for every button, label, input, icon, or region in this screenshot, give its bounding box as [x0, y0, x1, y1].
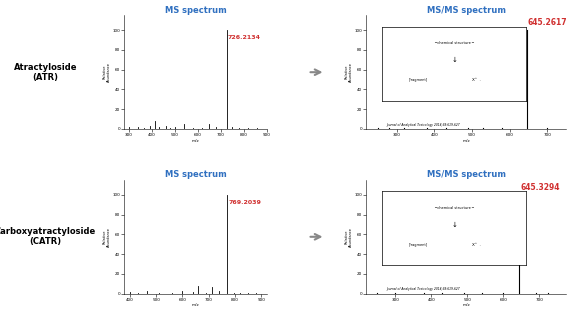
Title: MS spectrum: MS spectrum: [165, 6, 227, 15]
Y-axis label: Relative
Abundance: Relative Abundance: [102, 227, 111, 247]
Text: Atractyloside
(ATR): Atractyloside (ATR): [14, 62, 77, 82]
Text: Journal of Analytical Toxicology 2014;38:619-627: Journal of Analytical Toxicology 2014;38…: [387, 123, 460, 127]
X-axis label: m/z: m/z: [192, 138, 200, 142]
X-axis label: m/z: m/z: [192, 303, 200, 307]
Y-axis label: Relative
Abundance: Relative Abundance: [102, 62, 111, 82]
Text: 769.2039: 769.2039: [228, 200, 261, 205]
Y-axis label: Relative
Abundance: Relative Abundance: [344, 62, 353, 82]
Text: 726.2134: 726.2134: [228, 35, 261, 40]
Text: Journal of Analytical Toxicology 2014;38:619-627: Journal of Analytical Toxicology 2014;38…: [387, 287, 460, 291]
Text: 645.3294: 645.3294: [521, 183, 560, 192]
Y-axis label: Relative
Abundance: Relative Abundance: [344, 227, 353, 247]
X-axis label: m/z: m/z: [463, 303, 470, 307]
Title: MS spectrum: MS spectrum: [165, 170, 227, 179]
Title: MS/MS spectrum: MS/MS spectrum: [427, 6, 506, 15]
Text: 645.2617: 645.2617: [528, 18, 567, 27]
Title: MS/MS spectrum: MS/MS spectrum: [427, 170, 506, 179]
Text: Carboxyatractyloside
(CATR): Carboxyatractyloside (CATR): [0, 227, 96, 247]
X-axis label: m/z: m/z: [463, 138, 470, 142]
